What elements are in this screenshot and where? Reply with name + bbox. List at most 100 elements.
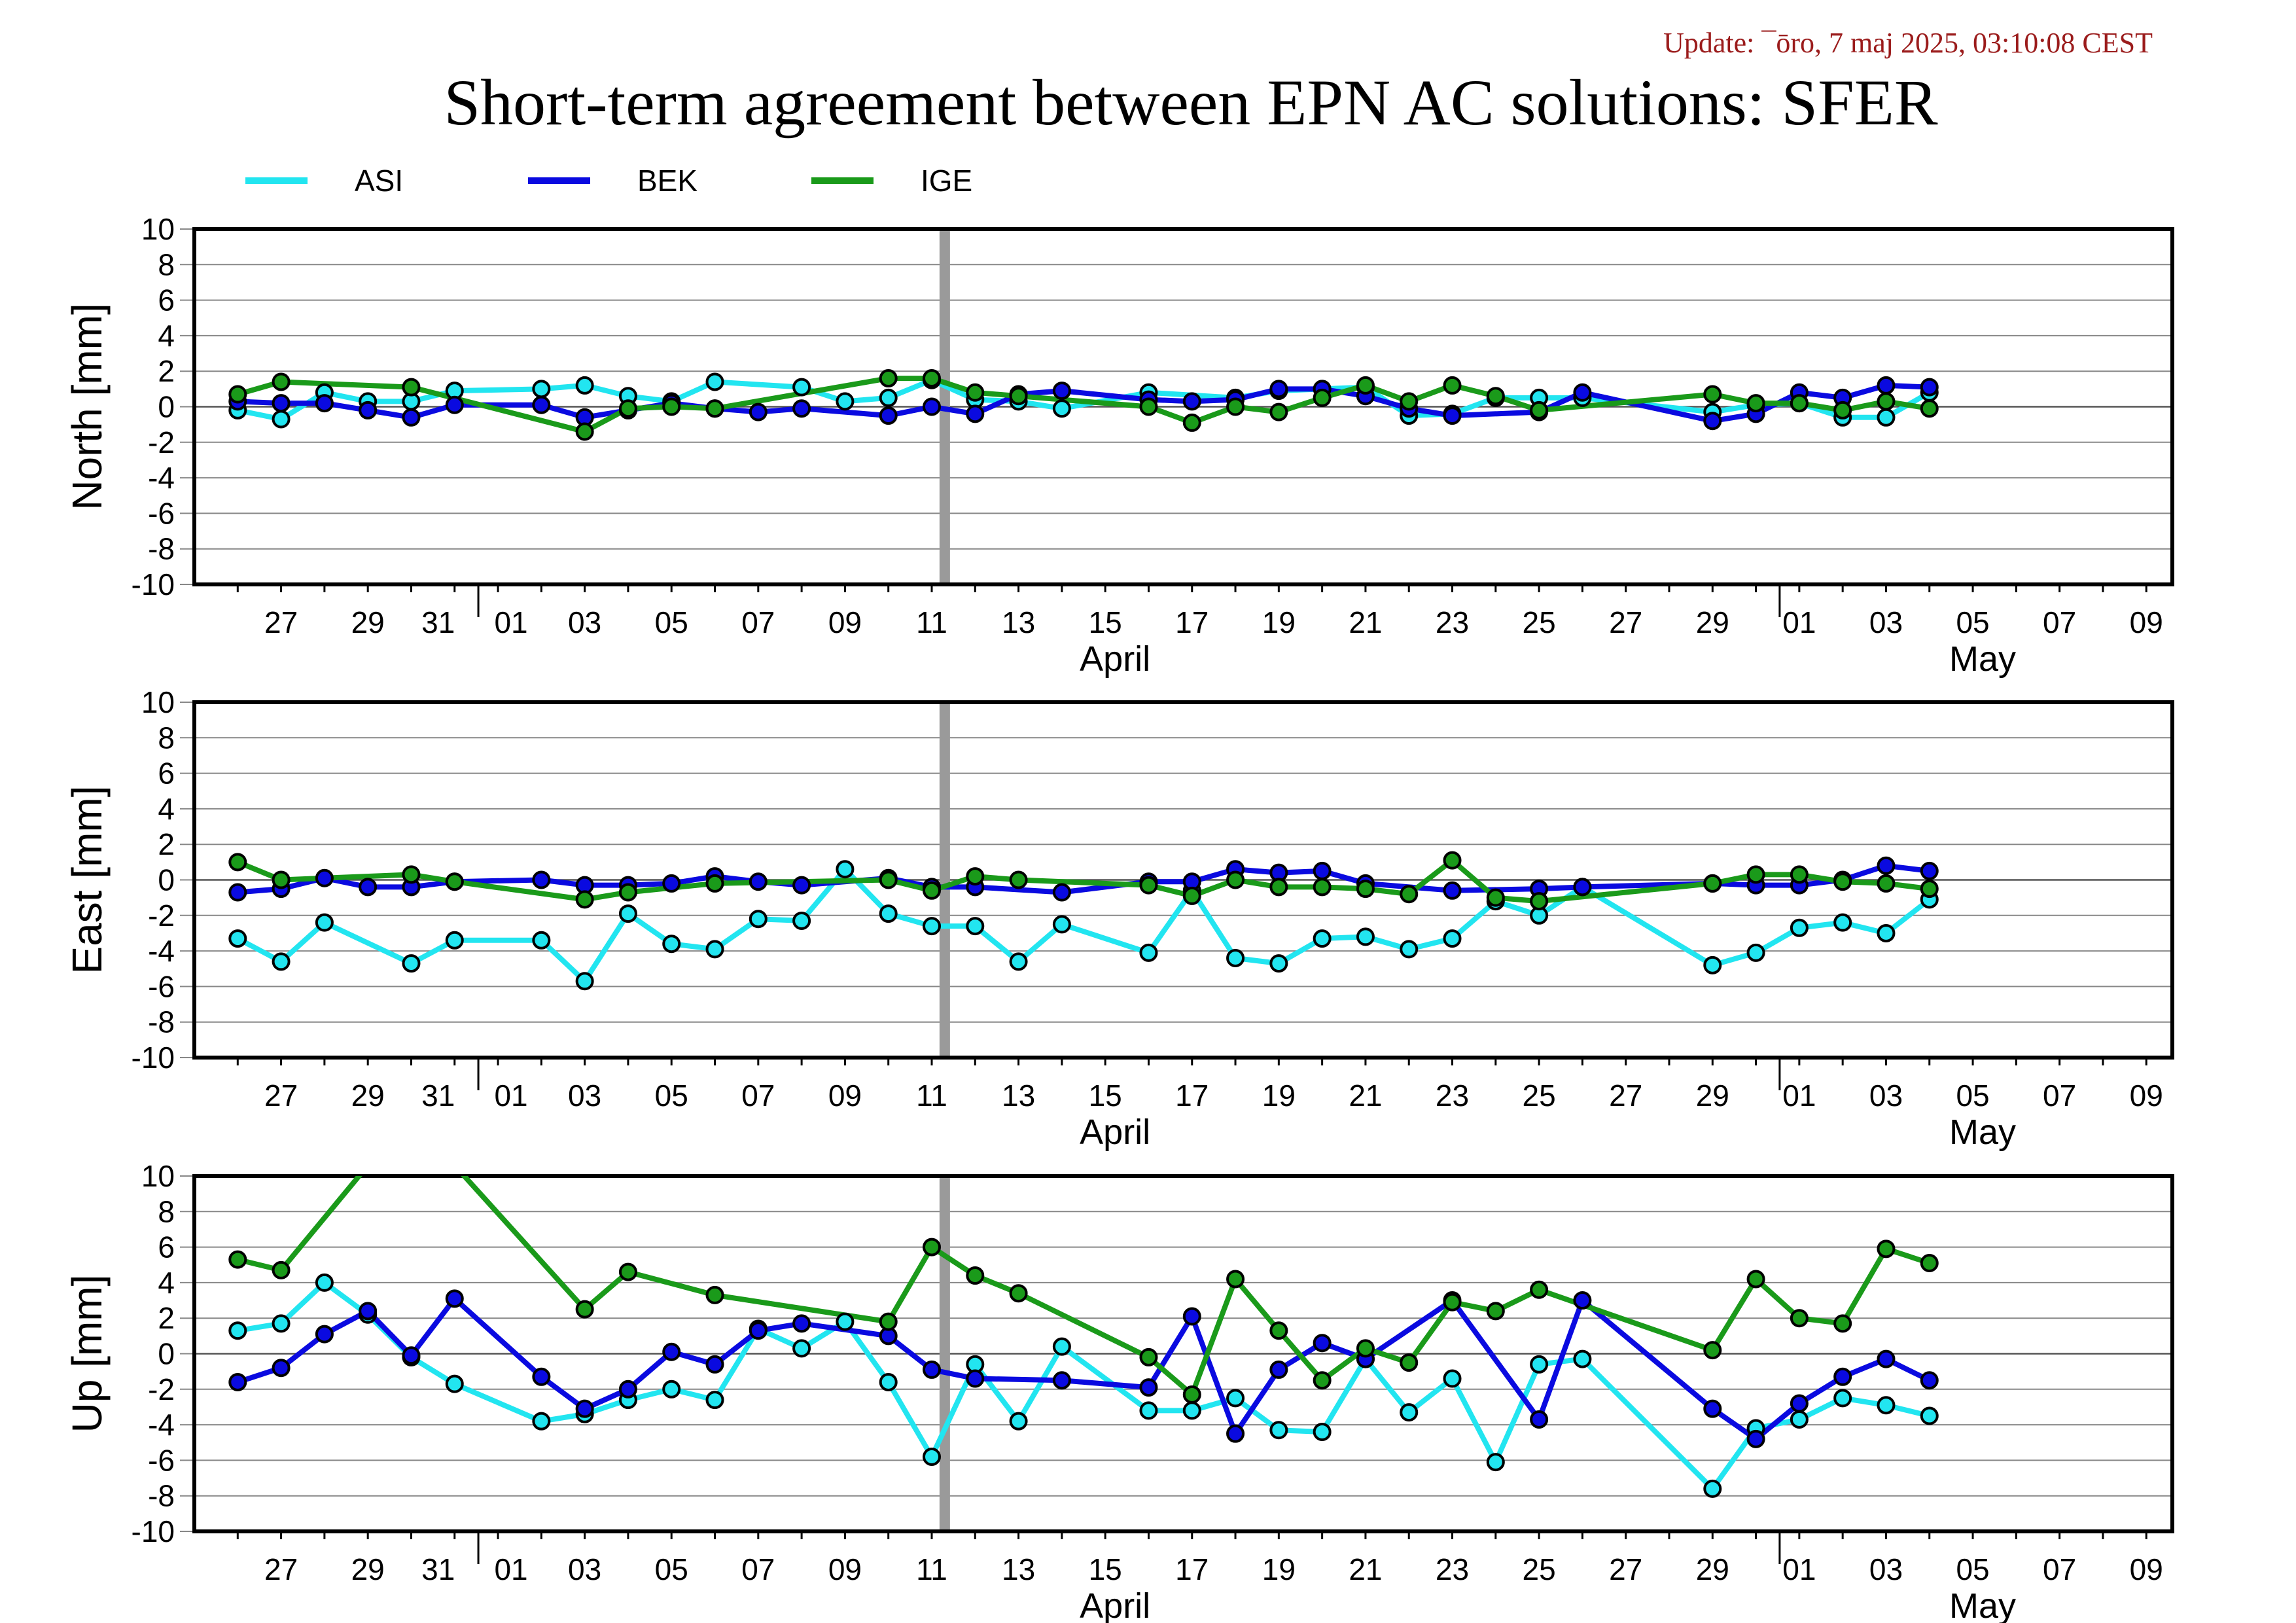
x-tick-label: 21 bbox=[1349, 1552, 1382, 1586]
data-point-ige bbox=[228, 853, 247, 872]
data-point-ige bbox=[1530, 1280, 1549, 1299]
x-tick-label: 01 bbox=[494, 605, 527, 639]
data-layer bbox=[228, 369, 1939, 441]
data-point-asi bbox=[1182, 1401, 1201, 1420]
y-tick-label: -2 bbox=[148, 425, 175, 459]
data-point-ige bbox=[618, 399, 637, 418]
data-point-ige bbox=[1269, 1321, 1288, 1340]
y-tick-label: -10 bbox=[132, 1041, 175, 1075]
data-point-bek bbox=[1877, 1349, 1896, 1368]
data-point-ige bbox=[1226, 397, 1245, 416]
x-tick-label: 23 bbox=[1436, 1079, 1469, 1113]
data-point-bek bbox=[1877, 856, 1896, 875]
data-point-ige bbox=[966, 867, 985, 886]
data-point-ige bbox=[1877, 874, 1896, 893]
y-tick-label: -4 bbox=[148, 1408, 175, 1442]
y-tick-label: 8 bbox=[158, 247, 175, 281]
data-point-asi bbox=[705, 940, 724, 959]
data-point-ige bbox=[1226, 870, 1245, 889]
data-point-ige bbox=[1443, 851, 1462, 870]
data-point-ige bbox=[879, 369, 898, 388]
x-tick-label: 11 bbox=[916, 605, 947, 639]
data-point-ige bbox=[879, 870, 898, 889]
data-point-bek bbox=[1052, 1371, 1071, 1390]
x-tick-label: 31 bbox=[421, 1552, 455, 1586]
y-tick-label: -10 bbox=[132, 1514, 175, 1548]
x-tick-label: 23 bbox=[1436, 1552, 1469, 1586]
data-point-ige bbox=[272, 372, 291, 391]
data-point-asi bbox=[1139, 943, 1158, 962]
x-tick-label: 01 bbox=[1782, 1079, 1816, 1113]
data-point-ige bbox=[1920, 1254, 1939, 1273]
data-point-ige bbox=[922, 1238, 941, 1257]
legend-label-bek: BEK bbox=[637, 164, 698, 198]
data-point-asi bbox=[1226, 948, 1245, 967]
data-point-asi bbox=[228, 1321, 247, 1340]
x-tick-label: 17 bbox=[1175, 1552, 1209, 1586]
data-point-ige bbox=[1182, 413, 1201, 432]
data-point-ige bbox=[1356, 1339, 1375, 1358]
update-timestamp: Update: ¯ōro, 7 maj 2025, 03:10:08 CEST bbox=[1663, 27, 2153, 59]
y-tick-label: -6 bbox=[148, 969, 175, 1003]
data-point-bek bbox=[1920, 861, 1939, 880]
data-point-ige bbox=[1313, 878, 1332, 897]
y-tick-label: -6 bbox=[148, 496, 175, 530]
x-tick-label: 07 bbox=[2043, 1552, 2076, 1586]
data-point-ige bbox=[272, 870, 291, 889]
x-tick-label: 05 bbox=[655, 1079, 688, 1113]
data-point-ige bbox=[1400, 1353, 1419, 1372]
y-tick-label: 2 bbox=[158, 1301, 175, 1335]
y-axis-label: East [mm] bbox=[63, 785, 111, 974]
data-point-bek bbox=[662, 1342, 681, 1361]
data-point-asi bbox=[618, 904, 637, 923]
data-point-ige bbox=[1443, 376, 1462, 395]
x-tick-label: 07 bbox=[741, 1079, 775, 1113]
data-point-bek bbox=[1313, 1334, 1332, 1353]
y-tick-label: 8 bbox=[158, 721, 175, 755]
data-point-asi bbox=[662, 1380, 681, 1399]
data-point-bek bbox=[272, 1359, 291, 1378]
data-point-bek bbox=[1182, 392, 1201, 411]
y-tick-label: 2 bbox=[158, 827, 175, 861]
data-point-asi bbox=[532, 1412, 551, 1431]
data-point-ige bbox=[1790, 865, 1809, 884]
x-tick-label: 29 bbox=[351, 1552, 385, 1586]
data-point-asi bbox=[1052, 399, 1071, 418]
data-point-bek bbox=[618, 1380, 637, 1399]
month-label: April bbox=[1080, 1113, 1150, 1152]
x-tick-label: 11 bbox=[916, 1552, 947, 1586]
data-point-bek bbox=[532, 395, 551, 414]
data-point-bek bbox=[1920, 1371, 1939, 1390]
x-tick-label: 29 bbox=[351, 1079, 385, 1113]
x-tick-label: 07 bbox=[2043, 605, 2076, 639]
data-point-asi bbox=[836, 392, 855, 411]
data-point-ige bbox=[228, 385, 247, 404]
x-tick-label: 09 bbox=[2130, 1552, 2163, 1586]
data-point-asi bbox=[922, 1447, 941, 1466]
data-point-asi bbox=[315, 1273, 334, 1292]
data-point-asi bbox=[1486, 1453, 1505, 1472]
data-point-ige bbox=[879, 1312, 898, 1331]
data-point-bek bbox=[705, 1355, 724, 1374]
data-point-bek bbox=[1313, 861, 1332, 880]
data-point-asi bbox=[1746, 943, 1765, 962]
data-point-bek bbox=[1703, 412, 1722, 431]
x-tick-label: 01 bbox=[1782, 605, 1816, 639]
data-point-ige bbox=[966, 1266, 985, 1285]
data-point-asi bbox=[1877, 923, 1896, 942]
data-point-asi bbox=[1269, 1421, 1288, 1440]
data-point-ige bbox=[662, 397, 681, 416]
x-tick-label: 29 bbox=[1696, 1079, 1729, 1113]
data-point-ige bbox=[1530, 401, 1549, 419]
x-tick-label: 03 bbox=[568, 1552, 601, 1586]
data-point-ige bbox=[1139, 876, 1158, 895]
data-point-ige bbox=[1746, 1270, 1765, 1289]
x-tick-label: 07 bbox=[741, 1552, 775, 1586]
x-tick-label: 05 bbox=[1956, 605, 1989, 639]
y-tick-label: 10 bbox=[141, 212, 175, 246]
data-point-asi bbox=[272, 410, 291, 429]
x-tick-label: 07 bbox=[2043, 1079, 2076, 1113]
data-point-bek bbox=[1530, 1410, 1549, 1429]
data-point-bek bbox=[359, 401, 378, 419]
